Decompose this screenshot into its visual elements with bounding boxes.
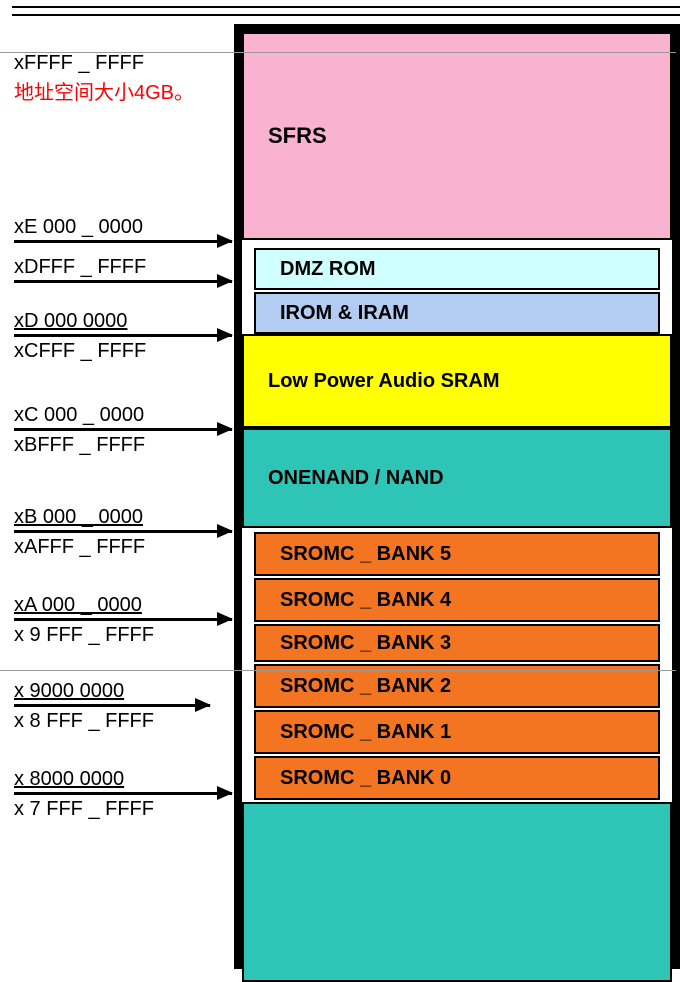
top-rule-1 bbox=[12, 6, 680, 8]
arrow-head-icon bbox=[217, 422, 233, 436]
arrow-line bbox=[14, 792, 232, 795]
memory-region: SFRS bbox=[242, 32, 672, 240]
arrow-line bbox=[14, 704, 210, 707]
pointer-arrow bbox=[14, 240, 232, 241]
arrow-head-icon bbox=[217, 786, 233, 800]
region-label: SROMC _ BANK 5 bbox=[280, 543, 451, 566]
address-label: xA 000 _ 0000 bbox=[14, 594, 142, 617]
address-label: xE 000 _ 0000 bbox=[14, 216, 143, 239]
address-label: xCFFF _ FFFF bbox=[14, 340, 146, 363]
address-label: x 9 FFF _ FFFF bbox=[14, 624, 154, 647]
arrow-head-icon bbox=[217, 234, 233, 248]
address-label: xAFFF _ FFFF bbox=[14, 536, 145, 559]
region-label: ONENAND / NAND bbox=[268, 467, 444, 490]
address-label: xFFFF _ FFFF bbox=[14, 52, 144, 75]
region-label: SROMC _ BANK 1 bbox=[280, 721, 451, 744]
region-label: SROMC _ BANK 0 bbox=[280, 767, 451, 790]
horizontal-separator bbox=[0, 670, 676, 671]
arrow-head-icon bbox=[217, 274, 233, 288]
region-label: Low Power Audio SRAM bbox=[268, 370, 499, 393]
pointer-arrow bbox=[14, 530, 232, 531]
region-label: SROMC _ BANK 4 bbox=[280, 589, 451, 612]
address-label: xDFFF _ FFFF bbox=[14, 256, 146, 279]
address-label: xD 000 0000 bbox=[14, 310, 127, 333]
memory-map-column: SFRS DMZ ROM IROM & IRAM Low Power Audio SR… bbox=[234, 24, 680, 969]
address-label: x 7 FFF _ FFFF bbox=[14, 798, 154, 821]
top-rule-group bbox=[12, 0, 680, 16]
arrow-line bbox=[14, 280, 232, 283]
horizontal-separator bbox=[0, 52, 676, 53]
memory-region: SROMC _ BANK 0 bbox=[254, 756, 660, 800]
pointer-arrow bbox=[14, 704, 210, 705]
address-label: xBFFF _ FFFF bbox=[14, 434, 145, 457]
memory-region: SROMC _ BANK 5 bbox=[254, 532, 660, 576]
memory-region: SROMC _ BANK 3 bbox=[254, 624, 660, 662]
region-label: SFRS bbox=[268, 123, 327, 149]
region-label: SROMC _ BANK 3 bbox=[280, 632, 451, 655]
memory-region: DMZ ROM bbox=[254, 248, 660, 290]
arrow-head-icon bbox=[217, 524, 233, 538]
address-column: 地址空间大小4GB。 xFFFF _ FFFF xE 000 _ 0000 xDFF… bbox=[14, 24, 234, 969]
arrow-line bbox=[14, 428, 232, 431]
address-label: x 8 FFF _ FFFF bbox=[14, 710, 154, 733]
pointer-arrow bbox=[14, 792, 232, 793]
address-label: xC 000 _ 0000 bbox=[14, 404, 144, 427]
arrow-line bbox=[14, 240, 232, 243]
region-label: DMZ ROM bbox=[280, 258, 376, 281]
memory-map-diagram: 地址空间大小4GB。 xFFFF _ FFFF xE 000 _ 0000 xDFF… bbox=[0, 24, 692, 969]
address-label: x 8000 0000 bbox=[14, 768, 124, 791]
pointer-arrow bbox=[14, 280, 232, 281]
memory-region: SROMC _ BANK 1 bbox=[254, 710, 660, 754]
arrow-line bbox=[14, 334, 232, 337]
memory-region bbox=[242, 802, 672, 982]
memory-region: SROMC _ BANK 4 bbox=[254, 578, 660, 622]
memory-region: Low Power Audio SRAM bbox=[242, 334, 672, 428]
top-rule-2 bbox=[12, 14, 680, 16]
arrow-line bbox=[14, 618, 232, 621]
arrow-head-icon bbox=[195, 698, 211, 712]
address-label: x 9000 0000 bbox=[14, 680, 124, 703]
arrow-head-icon bbox=[217, 328, 233, 342]
address-label: xB 000 _ 0000 bbox=[14, 506, 143, 529]
pointer-arrow bbox=[14, 428, 232, 429]
memory-region: IROM & IRAM bbox=[254, 292, 660, 334]
subtitle-text: 地址空间大小4GB。 bbox=[14, 76, 194, 105]
region-label: SROMC _ BANK 2 bbox=[280, 675, 451, 698]
memory-region: ONENAND / NAND bbox=[242, 428, 672, 528]
pointer-arrow bbox=[14, 618, 232, 619]
region-label: IROM & IRAM bbox=[280, 302, 409, 325]
arrow-head-icon bbox=[217, 612, 233, 626]
pointer-arrow bbox=[14, 334, 232, 335]
arrow-line bbox=[14, 530, 232, 533]
